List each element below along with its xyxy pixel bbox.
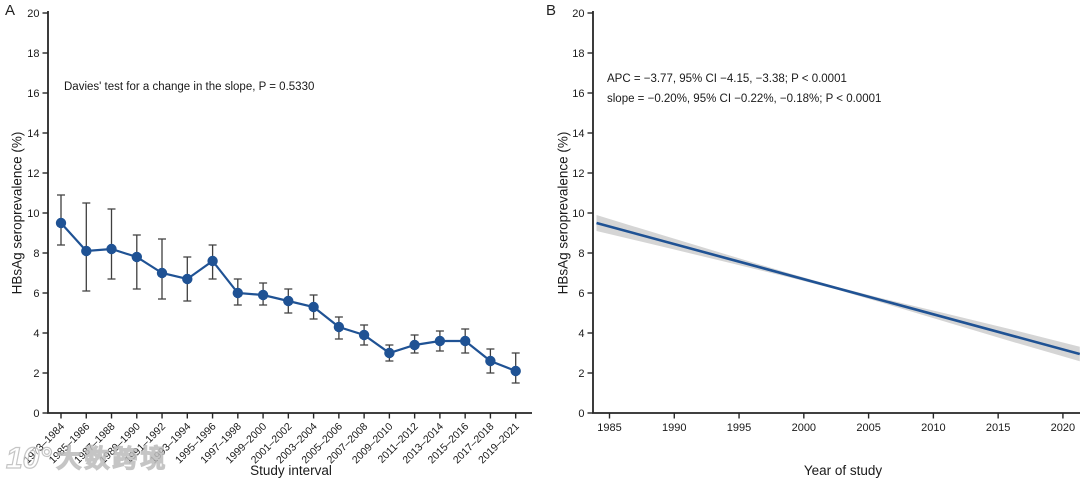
y-tick-label: 12 (572, 168, 584, 180)
data-point (460, 335, 471, 347)
trend-line (596, 221, 1080, 356)
panel-b-annotation-apc: APC = −3.77, 95% CI −4.15, −3.38; P < 0.… (607, 73, 847, 85)
y-tick-label: 14 (572, 128, 584, 140)
data-point (257, 289, 269, 301)
y-tick-label: 10 (572, 208, 584, 220)
watermark: 10° 大数跨境 (5, 442, 169, 475)
data-point (409, 339, 420, 351)
data-point (207, 255, 218, 267)
panel-a-label: A (5, 2, 16, 19)
x-tick-label: 2015 (986, 422, 1010, 434)
y-tick-label: 6 (33, 288, 39, 300)
data-point (384, 347, 395, 359)
y-tick-label: 14 (27, 128, 39, 140)
data-point (81, 245, 92, 257)
y-tick-label: 2 (33, 368, 39, 380)
y-tick-label: 18 (572, 48, 584, 60)
data-point (308, 301, 319, 313)
panel-b-x-axis-title: Year of study (803, 463, 883, 478)
x-tick-label: 2010 (921, 422, 945, 434)
data-point (156, 267, 168, 279)
data-point (434, 335, 446, 347)
x-tick-label: 2020 (1051, 422, 1075, 434)
watermark-logo-icon: 10° (5, 442, 52, 475)
data-point (485, 355, 496, 367)
y-tick-label: 16 (27, 88, 39, 100)
panel-a-y-axis-title: HBsAg seroprevalence (%) (9, 131, 25, 295)
panel-a-annotation: Davies' test for a change in the slope, … (64, 81, 315, 93)
axes (47, 11, 532, 414)
data-point (131, 251, 142, 263)
x-tick-label: 1995 (727, 422, 751, 434)
panel-b-y-axis-title: HBsAg seroprevalence (%) (555, 131, 571, 295)
panel-b-chart: 0 2 4 6 8 10 12 14 16 18 20 1985 1990 1995 2000 2005 201… (572, 8, 1080, 434)
watermark-text: 大数跨境 (56, 444, 169, 473)
data-point (510, 365, 521, 377)
data-point (55, 217, 67, 229)
y-tick-label: 6 (578, 288, 584, 300)
panel-b-annotation-slope: slope = −0.20%, 95% CI −0.22%, −0.18%; P… (607, 93, 882, 105)
x-tick-label: 1985 (597, 422, 621, 434)
panel-a-chart: 024681012141618201973–19841985–19861987–… (21, 8, 532, 466)
data-point (283, 295, 294, 307)
x-tick-label: 2000 (792, 422, 816, 434)
panel-b-label: B (546, 2, 557, 19)
y-tick-label: 12 (27, 168, 39, 180)
y-tick-label: 20 (572, 8, 584, 20)
x-tick-label: 1990 (662, 422, 686, 434)
axes (592, 11, 1080, 414)
y-tick-label: 4 (578, 328, 584, 340)
data-point (232, 287, 243, 299)
data-point (182, 273, 193, 285)
y-tick-label: 0 (33, 408, 39, 420)
y-tick-label: 18 (27, 48, 39, 60)
y-tick-label: 4 (33, 328, 39, 340)
y-tick-label: 8 (578, 248, 584, 260)
y-tick-label: 10 (27, 208, 39, 220)
data-point (333, 321, 345, 333)
data-point (106, 243, 117, 255)
y-tick-label: 0 (578, 408, 584, 420)
y-tick-label: 20 (27, 8, 39, 20)
y-tick-label: 16 (572, 88, 584, 100)
y-tick-label: 2 (578, 368, 584, 380)
x-tick-label: 2005 (856, 422, 880, 434)
y-tick-label: 8 (33, 248, 39, 260)
panel-a-x-axis-title: Study interval (250, 463, 332, 478)
data-point (358, 329, 370, 341)
